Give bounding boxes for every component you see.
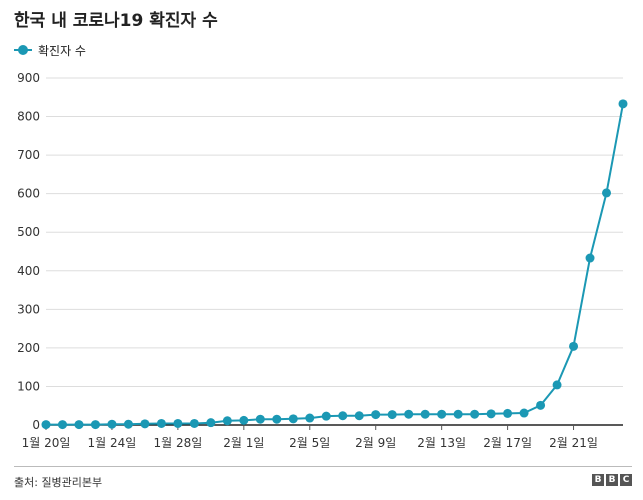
x-tick-label: 2월 9일 — [355, 436, 396, 450]
x-tick-label: 1월 20일 — [22, 436, 71, 450]
y-tick-label: 400 — [17, 264, 40, 278]
x-tick-label: 1월 28일 — [153, 436, 202, 450]
bbc-logo-letter: C — [620, 474, 632, 486]
data-point — [371, 410, 381, 420]
data-point — [173, 418, 183, 428]
y-tick-label: 700 — [17, 148, 40, 162]
series-line — [46, 103, 624, 426]
data-point — [107, 419, 117, 429]
data-point — [206, 418, 216, 428]
data-point — [74, 420, 84, 430]
data-point — [503, 408, 513, 418]
data-point — [189, 418, 199, 428]
x-tick-label: 2월 17일 — [483, 436, 532, 450]
source-note: 출처: 질병관리본부 — [14, 476, 103, 489]
data-point — [453, 409, 463, 419]
data-point — [519, 408, 529, 418]
legend-label: 확진자 수 — [38, 43, 86, 58]
data-point — [387, 410, 397, 420]
data-point — [486, 409, 496, 419]
legend-marker-icon — [14, 44, 32, 56]
data-point — [288, 414, 298, 424]
y-tick-label: 300 — [17, 302, 40, 316]
y-tick-label: 100 — [17, 379, 40, 393]
data-point — [156, 418, 166, 428]
y-tick-label: 500 — [17, 225, 40, 239]
data-point — [437, 409, 447, 419]
y-tick-label: 800 — [17, 110, 40, 124]
bbc-logo-letter: B — [606, 474, 618, 486]
data-point — [569, 341, 579, 351]
data-point — [536, 400, 546, 410]
data-point — [239, 415, 249, 425]
y-tick-label: 900 — [17, 71, 40, 85]
data-point — [140, 419, 150, 429]
data-point — [272, 414, 282, 424]
data-point — [470, 409, 480, 419]
x-tick-label: 2월 1일 — [223, 436, 264, 450]
data-point — [222, 416, 232, 426]
data-point — [354, 411, 364, 421]
x-tick-label: 2월 13일 — [417, 436, 466, 450]
x-tick-label: 2월 5일 — [289, 436, 330, 450]
data-point — [404, 409, 414, 419]
legend: 확진자 수 — [14, 42, 86, 58]
data-point — [255, 414, 265, 424]
y-tick-label: 200 — [17, 341, 40, 355]
x-tick-label: 1월 24일 — [88, 436, 137, 450]
data-point — [123, 419, 133, 429]
footer-divider — [14, 466, 632, 467]
data-point — [618, 99, 628, 109]
data-point — [552, 380, 562, 390]
data-point — [420, 409, 430, 419]
x-tick-label: 2월 21일 — [549, 436, 598, 450]
data-point — [41, 420, 51, 430]
bbc-logo-letter: B — [592, 474, 604, 486]
y-tick-label: 600 — [17, 187, 40, 201]
data-point — [321, 411, 331, 421]
data-point — [602, 188, 612, 198]
y-tick-label: 0 — [32, 418, 40, 432]
chart-title: 한국 내 코로나19 확진자 수 — [14, 11, 218, 31]
data-point — [57, 420, 67, 430]
bbc-logo: B B C — [592, 474, 632, 486]
data-point — [90, 420, 100, 430]
data-point — [585, 253, 595, 263]
data-point — [338, 411, 348, 421]
data-point — [305, 413, 315, 423]
